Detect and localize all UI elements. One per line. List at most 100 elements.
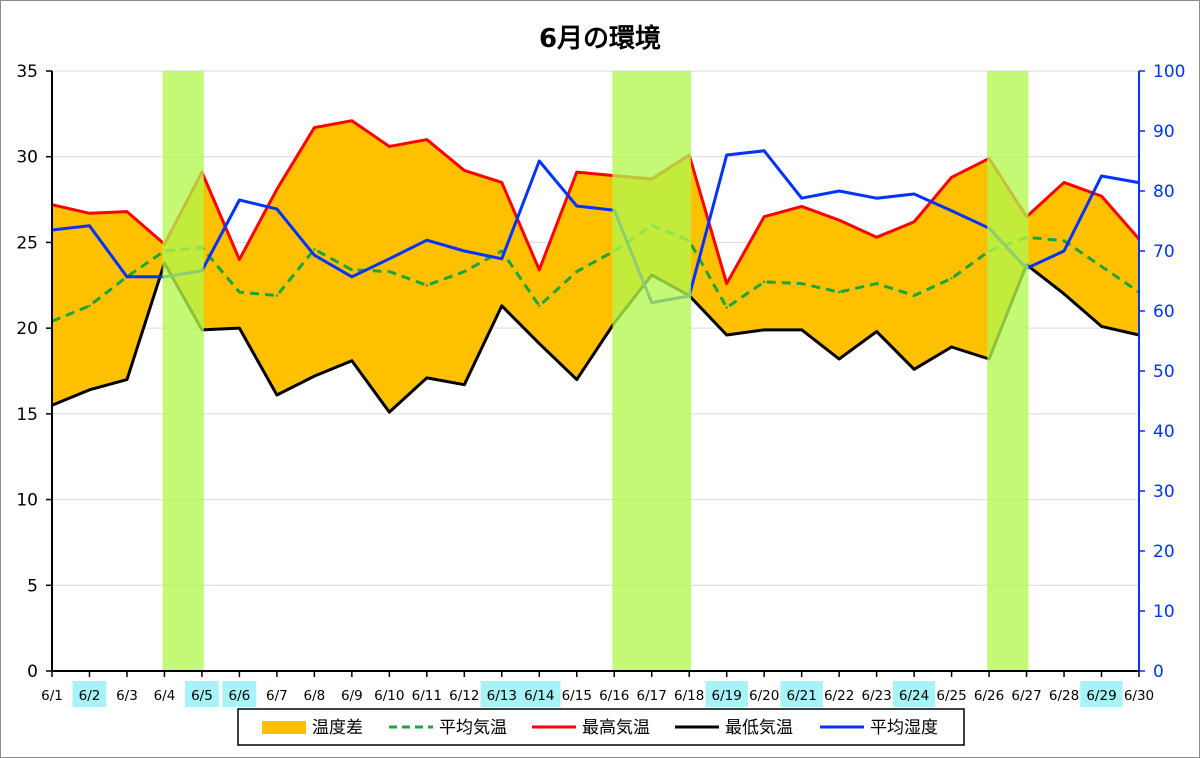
left-tick-label: 30 <box>16 148 38 168</box>
data-point <box>1062 292 1066 296</box>
axes <box>46 70 1145 677</box>
data-point <box>350 268 354 272</box>
data-point <box>875 236 878 239</box>
data-point <box>500 249 503 253</box>
legend: 温度差 平均気温 最高気温 最低気温 平均湿度 <box>237 708 965 746</box>
data-point <box>538 304 541 308</box>
data-point <box>88 212 91 215</box>
data-point <box>463 169 466 172</box>
legend-item-max-temperature: 最高気温 <box>532 718 650 738</box>
data-point <box>425 239 429 242</box>
data-point <box>88 388 91 392</box>
data-point <box>125 378 129 381</box>
data-point <box>837 290 841 294</box>
data-point <box>388 257 391 260</box>
data-point <box>350 275 354 278</box>
data-point <box>463 270 466 273</box>
left-tick-label: 0 <box>27 662 38 682</box>
x-tick-highlight <box>1080 681 1123 707</box>
data-point <box>575 204 578 208</box>
legend-item-min-temperature: 最低気温 <box>675 718 793 738</box>
data-point <box>538 268 541 272</box>
x-tick-label: 6/25 <box>936 688 966 704</box>
data-point <box>425 138 429 141</box>
x-tick-label: 6/5 <box>191 688 213 704</box>
data-point <box>800 205 803 208</box>
x-tick-label: 6/28 <box>1049 688 1079 704</box>
data-point <box>575 170 578 174</box>
data-point <box>837 189 841 193</box>
right-tick-label: 70 <box>1153 242 1175 262</box>
x-tick-label: 6/30 <box>1124 688 1154 704</box>
data-point <box>1062 181 1066 184</box>
legend-label: 最低気温 <box>725 718 793 738</box>
data-point <box>1100 325 1103 328</box>
x-tick-label: 6/15 <box>562 688 592 704</box>
data-point <box>350 359 354 362</box>
data-point <box>762 280 766 284</box>
legend-label: 平均湿度 <box>870 718 938 738</box>
x-tick-highlight <box>480 681 523 707</box>
x-tick-label: 6/7 <box>266 688 288 704</box>
data-point <box>500 304 503 308</box>
temperature-range-area <box>52 120 1139 413</box>
shaded-band <box>162 71 204 671</box>
data-point <box>350 119 354 122</box>
x-tick-label: 6/29 <box>1086 688 1116 704</box>
data-point <box>275 393 279 397</box>
shaded-band <box>987 71 1029 671</box>
x-tick-label: 6/10 <box>374 688 404 704</box>
right-tick-label: 60 <box>1153 302 1175 322</box>
data-point <box>238 326 241 330</box>
data-point <box>275 188 279 191</box>
data-point <box>313 126 316 129</box>
data-point <box>875 282 878 285</box>
data-point <box>950 345 953 349</box>
right-tick-label: 20 <box>1153 542 1175 562</box>
legend-label: 最高気温 <box>582 718 650 738</box>
data-point <box>950 176 953 179</box>
x-tick-label: 6/3 <box>116 688 138 704</box>
data-point <box>1100 194 1103 198</box>
data-point <box>388 410 391 414</box>
left-tick-label: 20 <box>16 319 38 339</box>
data-point <box>875 197 878 200</box>
line-max-temperature <box>51 119 1141 286</box>
legend-label: 温度差 <box>312 718 363 738</box>
x-tick-highlight <box>780 681 823 707</box>
data-point <box>463 249 466 253</box>
x-tick-label: 6/24 <box>899 688 929 704</box>
data-point <box>1100 174 1103 178</box>
legend-item-avg-humidity: 平均湿度 <box>820 718 938 738</box>
legend-swatch <box>262 721 306 734</box>
data-point <box>912 294 916 297</box>
right-tick-label: 40 <box>1153 422 1175 442</box>
x-tick-label: 6/22 <box>824 688 854 704</box>
left-tick-label: 5 <box>27 576 38 596</box>
data-point <box>950 209 953 212</box>
data-point <box>725 333 728 337</box>
legend-item-temperature-difference: 温度差 <box>262 718 363 738</box>
x-tick-label: 6/11 <box>412 688 442 704</box>
data-point <box>238 290 241 294</box>
x-tick-label: 6/2 <box>79 688 101 704</box>
data-point <box>912 192 916 196</box>
data-point <box>388 270 391 273</box>
data-point <box>725 306 728 309</box>
data-point <box>500 181 503 184</box>
data-point <box>1062 239 1066 242</box>
shaded-band <box>612 71 692 671</box>
area-temperature-difference <box>52 120 1139 413</box>
data-point <box>313 374 316 378</box>
x-tick-label: 6/26 <box>974 688 1004 704</box>
x-tick-highlight <box>185 681 219 707</box>
x-tick-label: 6/23 <box>861 688 891 704</box>
x-tick-label: 6/1 <box>41 688 63 704</box>
x-tick-highlight <box>72 681 107 707</box>
x-tick-label: 6/13 <box>487 688 517 704</box>
data-point <box>275 207 279 211</box>
x-tick-label: 6/20 <box>749 688 779 704</box>
right-tick-label: 90 <box>1153 122 1175 142</box>
